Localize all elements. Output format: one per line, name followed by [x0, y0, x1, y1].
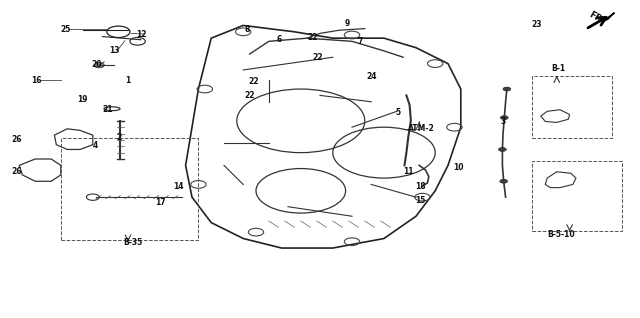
Text: 1: 1 [125, 76, 130, 85]
Text: 6: 6 [276, 35, 282, 44]
Text: 23: 23 [531, 20, 541, 29]
Text: 26: 26 [12, 135, 22, 144]
Circle shape [499, 148, 506, 151]
Text: 9: 9 [344, 19, 349, 28]
Text: 2: 2 [116, 133, 122, 142]
Text: 7: 7 [357, 38, 362, 46]
Text: 11: 11 [403, 167, 413, 176]
Text: B-35: B-35 [123, 238, 142, 247]
Text: 8: 8 [244, 25, 250, 34]
Text: 17: 17 [155, 198, 166, 207]
Text: FR.: FR. [587, 10, 605, 26]
Circle shape [500, 116, 508, 120]
Text: 25: 25 [61, 25, 71, 34]
Text: 16: 16 [31, 76, 41, 85]
Text: 22: 22 [307, 33, 317, 42]
Text: 13: 13 [109, 46, 119, 55]
Text: B-1: B-1 [552, 64, 566, 73]
Text: 4: 4 [93, 141, 98, 150]
Text: 10: 10 [453, 163, 463, 172]
Text: B-5-10: B-5-10 [547, 230, 575, 238]
Text: 12: 12 [136, 30, 146, 38]
Circle shape [503, 87, 511, 91]
Text: 14: 14 [173, 183, 183, 191]
Text: 3: 3 [500, 117, 506, 126]
Text: 21: 21 [102, 105, 113, 114]
Text: 22: 22 [248, 77, 259, 86]
Text: 15: 15 [415, 197, 425, 205]
Text: 18: 18 [415, 182, 426, 190]
Text: 24: 24 [366, 73, 376, 81]
Text: ATM-2: ATM-2 [408, 124, 435, 133]
Circle shape [500, 179, 508, 183]
Text: 26: 26 [12, 167, 22, 176]
Polygon shape [602, 13, 614, 22]
Text: 22: 22 [312, 53, 323, 62]
Text: 20: 20 [92, 60, 102, 69]
Text: 5: 5 [396, 108, 401, 117]
Circle shape [94, 63, 104, 68]
Text: 19: 19 [77, 95, 87, 104]
Text: 22: 22 [244, 91, 255, 100]
